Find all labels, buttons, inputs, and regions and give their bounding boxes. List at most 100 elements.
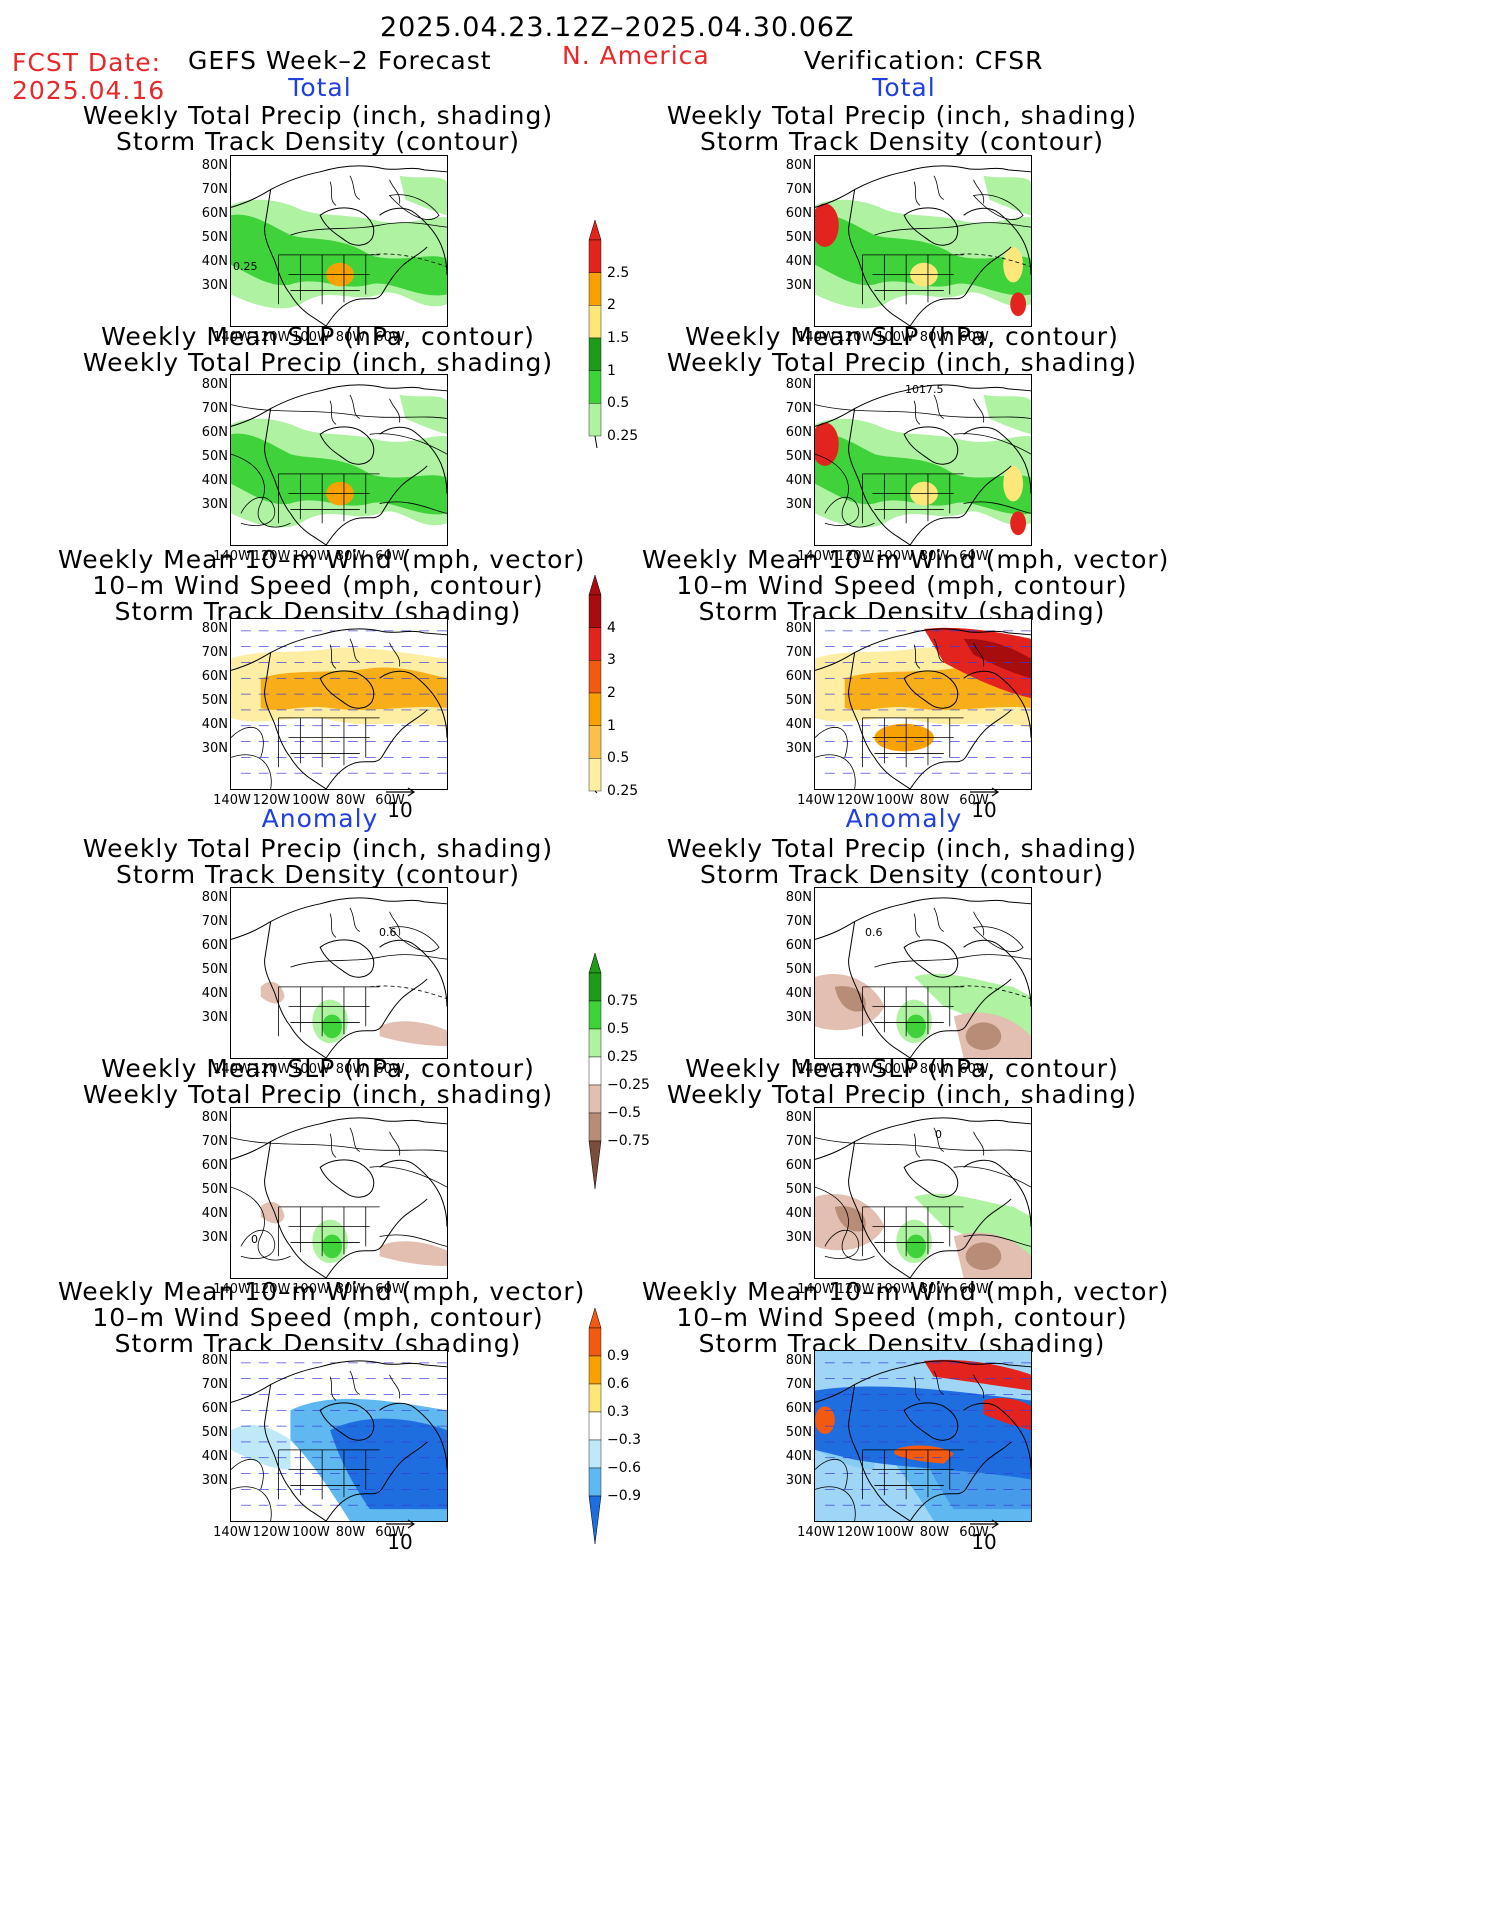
total-fcst-precip-lat-tick: 80N [201,158,228,173]
precip_total-colorbar-graphic [588,220,602,449]
total-cfsr-wind-lat-tick: 60N [785,669,812,684]
anom-fcst-wind-title-line: Weekly Mean 10–m Wind (mph, vector) [58,1277,586,1306]
anom-cfsr-precip-lon-tick: 80W [919,1062,950,1077]
region-title: N. America [562,41,710,70]
total-cfsr-wind-lat-tick: 50N [785,693,812,708]
anom-cfsr-slp-lat-tick: 50N [785,1182,812,1197]
anom-cfsr-wind-title-line: Weekly Mean 10–m Wind (mph, vector) [642,1277,1170,1306]
anom-cfsr-precip-lat-tick: 50N [785,962,812,977]
total-cfsr-slp-lon-tick: 60W [959,549,989,564]
anom-cfsr-wind-lon-tick: 100W [876,1525,914,1540]
total-fcst-wind-lon-tick: 60W [375,793,405,808]
total-fcst-slp-lat-tick: 40N [201,473,228,488]
anom-cfsr-slp-map-graphic [815,1117,1031,1278]
section-total-right: Total [872,73,936,102]
anom-cfsr-wind-title: Weekly Mean 10–m Wind (mph, vector) 10–m … [642,1277,1170,1357]
total-fcst-precip-title-line: Weekly Total Precip (inch, shading) [82,101,554,130]
anom-fcst-wind-lat-tick: 40N [201,1449,228,1464]
storm_total-colorbar-label: 2 [607,685,616,701]
total-fcst-wind-map-graphic [231,628,447,789]
left-model-title: GEFS Week–2 Forecast [188,46,492,75]
total-fcst-wind-lat-tick: 30N [201,741,228,756]
total-cfsr-slp-lat-tick: 60N [785,425,812,440]
total-cfsr-wind-lat-tick: 70N [785,645,812,660]
total-fcst-wind-title-line: Weekly Mean 10–m Wind (mph, vector) [58,545,586,574]
anom-fcst-slp-lat-tick: 70N [201,1134,228,1149]
anom-fcst-slp-title: Weekly Mean SLP (hPa, contour) Weekly Tot… [58,1056,578,1108]
total-fcst-precip-lat-tick: 30N [201,278,228,293]
anom-cfsr-slp-lon-tick: 60W [959,1282,989,1297]
anom-fcst-slp-lon-tick: 120W [252,1282,291,1297]
anom-fcst-slp-map: 0 [230,1107,448,1279]
precip_anom-colorbar-graphic [588,953,602,1189]
storm_total-colorbar-label: 4 [607,619,616,636]
anom-cfsr-precip-map: 0.6 [814,887,1032,1059]
right-verif-title: Verification: CFSR [804,46,1044,75]
anom-cfsr-slp-map: 0 [814,1107,1032,1279]
anom-fcst-precip-map: 0.6 [230,887,448,1059]
anom-fcst-precip-title: Weekly Total Precip (inch, shading) Storm… [58,836,578,888]
anom-fcst-slp-map-graphic [231,1117,447,1278]
anom-cfsr-wind-title-line: 10–m Wind Speed (mph, contour) [676,1303,1128,1332]
total-cfsr-wind-map-graphic [815,627,1031,789]
total-fcst-slp-map-graphic [231,384,447,545]
precip_anom-colorbar-label: −0.75 [607,1133,650,1149]
total-cfsr-wind-title-line: Weekly Mean 10–m Wind (mph, vector) [642,545,1170,574]
vector-arrow-icon [970,1519,1000,1529]
total-fcst-precip-lat-tick: 60N [201,206,228,221]
anom-cfsr-slp-lon-tick: 140W [797,1282,835,1297]
storm_anom-colorbar-label: −0.9 [607,1488,641,1504]
anom-fcst-wind-lon-tick: 100W [292,1525,330,1540]
anom-cfsr-precip-title-line: Weekly Total Precip (inch, shading) [666,834,1138,863]
total-fcst-wind-lon-tick: 140W [213,793,251,808]
anom-fcst-slp-lon-tick: 100W [292,1282,330,1297]
total-fcst-slp-title-line: Weekly Total Precip (inch, shading) [82,348,554,377]
anom-fcst-wind-lon-tick: 140W [213,1525,251,1540]
total-fcst-slp-lon-tick: 100W [292,549,330,564]
anom-fcst-precip-lat-tick: 70N [201,914,228,929]
anom-cfsr-wind-lon-tick: 60W [959,1525,989,1540]
total-cfsr-precip-map-graphic [815,165,1031,326]
anom-fcst-slp-lon-tick: 140W [213,1282,251,1297]
total-cfsr-precip-lon-tick: 60W [959,330,989,345]
total-cfsr-slp-title-line: Weekly Total Precip (inch, shading) [666,348,1138,377]
anom-cfsr-wind-lat-tick: 30N [785,1473,812,1488]
storm_anom-colorbar-label: 0.6 [607,1376,630,1392]
anom-fcst-wind-lon-tick: 60W [375,1525,405,1540]
precip_anom-colorbar-label: 0.25 [607,1049,639,1065]
total-cfsr-wind-map [814,618,1032,790]
anom-cfsr-precip-lat-tick: 40N [785,986,812,1001]
anom-fcst-precip-map-graphic [231,897,447,1058]
anom-cfsr-precip-lat-tick: 30N [785,1010,812,1025]
precip_total-colorbar-label: 1.5 [607,330,630,346]
total-cfsr-precip-lon-tick: 140W [797,330,835,345]
precip_anom-colorbar-label: 0.5 [607,1021,630,1037]
storm_anom-colorbar-graphic [588,1308,602,1544]
vector-arrow-icon [970,787,1000,797]
storm_total-colorbar-label: 0.5 [607,750,630,767]
anom-cfsr-precip-lon-tick: 100W [876,1062,914,1077]
total-cfsr-wind-lon-tick: 120W [836,793,875,808]
anom-fcst-slp-title-line: Weekly Total Precip (inch, shading) [82,1080,554,1109]
anom-cfsr-wind-map-graphic [815,1351,1031,1521]
total-cfsr-precip-lat-tick: 30N [785,278,812,293]
anom-fcst-wind-lon-tick: 80W [335,1525,366,1540]
anom-fcst-precip-lat-tick: 30N [201,1010,228,1025]
total-cfsr-precip-lat-tick: 70N [785,182,812,197]
total-fcst-slp-lat-tick: 60N [201,425,228,440]
anom-fcst-slp-title-line: Weekly Mean SLP (hPa, contour) [101,1054,535,1083]
total-cfsr-slp-lon-tick: 120W [836,549,875,564]
total-cfsr-wind-lon-tick: 80W [919,793,950,808]
total-fcst-precip-lon-tick: 100W [292,330,330,345]
anom-cfsr-slp-title-line: Weekly Mean SLP (hPa, contour) [685,1054,1119,1083]
vector-arrow-icon [386,787,416,797]
anom-cfsr-precip-lon-tick: 60W [959,1062,989,1077]
total-cfsr-precip-lat-tick: 50N [785,230,812,245]
precip_total-colorbar-label: 0.5 [607,395,630,412]
total-cfsr-slp-lon-tick: 80W [919,549,950,564]
precip_total-colorbar-label: 2.5 [607,264,630,281]
anom-cfsr-precip-lat-tick: 60N [785,938,812,953]
total-cfsr-slp-lat-tick: 40N [785,473,812,488]
anom-cfsr-wind-lon-tick: 120W [836,1525,875,1540]
anom-fcst-precip-lat-tick: 50N [201,962,228,977]
